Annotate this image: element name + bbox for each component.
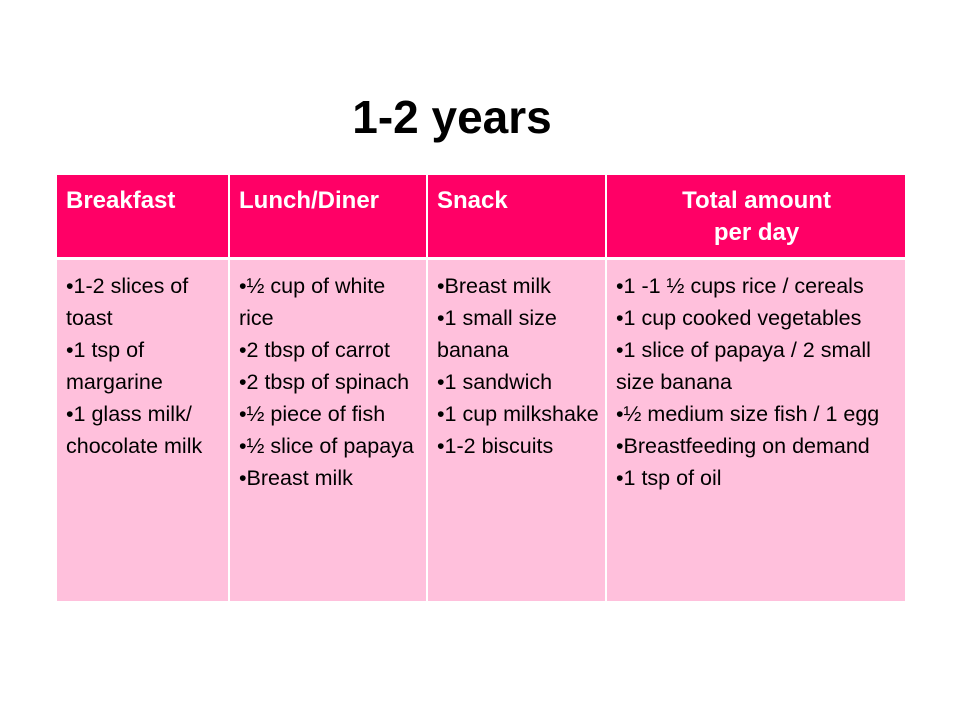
slide-title: 1-2 years [0, 90, 904, 144]
cell-breakfast: •1-2 slices of toast •1 tsp of margarine… [57, 258, 230, 601]
list-item: •1-2 slices of toast [66, 274, 189, 330]
list-item: •Breast milk [239, 466, 353, 490]
list-item: •½ cup of white rice [239, 274, 386, 330]
list-item: •1 glass milk/ chocolate milk [66, 402, 203, 458]
title-text: 1-2 years [352, 91, 552, 143]
header-total-line1: Total amount [682, 187, 831, 214]
cell-lunch: •½ cup of white rice •2 tbsp of carrot •… [229, 258, 428, 601]
header-snack: Snack [427, 175, 607, 260]
list-item: •1 small size banana [437, 306, 557, 362]
list-item: •½ medium size fish / 1 egg [616, 402, 880, 426]
list-item: •Breast milk [437, 274, 551, 298]
list-item: •1 sandwich [437, 370, 553, 394]
header-total-line2: per day [713, 219, 800, 246]
list-item: •1 -1 ½ cups rice / cereals [616, 274, 864, 298]
list-item: •1 tsp of oil [616, 466, 722, 490]
list-item: •2 tbsp of spinach [239, 370, 410, 394]
cell-snack: •Breast milk •1 small size banana •1 san… [427, 258, 607, 601]
header-breakfast: Breakfast [57, 175, 230, 260]
list-item: •½ slice of papaya [239, 434, 414, 458]
list-item: •1 cup milkshake [437, 402, 599, 426]
table-row: •1-2 slices of toast •1 tsp of margarine… [57, 258, 905, 601]
list-item: •1-2 biscuits [437, 434, 554, 458]
header-total: Total amount per day [606, 175, 905, 260]
header-lunch: Lunch/Diner [229, 175, 428, 260]
cell-total: •1 -1 ½ cups rice / cereals •1 cup cooke… [606, 258, 905, 601]
header-row: Breakfast Lunch/Diner Snack Total amount… [57, 175, 905, 260]
list-item: •Breastfeeding on demand [616, 434, 870, 458]
list-item: •½ piece of fish [239, 402, 386, 426]
list-item: •2 tbsp of carrot [239, 338, 390, 362]
list-item: •1 tsp of margarine [66, 338, 163, 394]
list-item: •1 cup cooked vegetables [616, 306, 862, 330]
meal-plan-table: Breakfast Lunch/Diner Snack Total amount… [57, 175, 905, 601]
list-item: •1 slice of papaya / 2 small size banana [616, 338, 871, 394]
